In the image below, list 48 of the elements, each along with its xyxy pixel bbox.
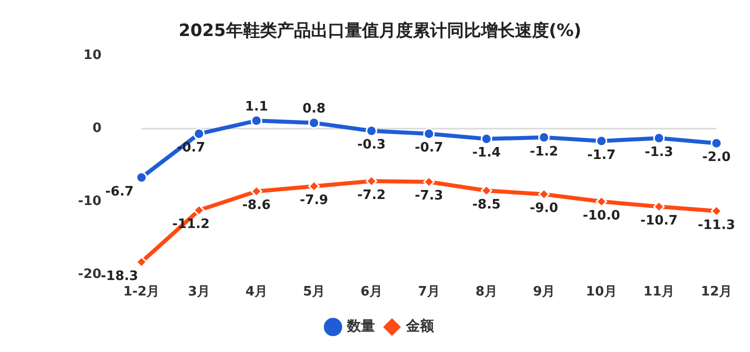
y-tick-label: 0	[92, 121, 102, 136]
data-label: 1.1	[244, 100, 268, 115]
x-tick-label: 3月	[188, 284, 210, 300]
legend-label: 金额	[405, 318, 435, 335]
data-label: -0.7	[414, 140, 444, 156]
point	[193, 204, 205, 216]
data-label: -1.4	[472, 146, 501, 161]
x-tick-label: 5月	[302, 284, 325, 300]
x-tick-label: 1-2月	[123, 284, 160, 300]
data-label: -7.9	[300, 193, 328, 208]
data-label: -11.3	[698, 218, 736, 233]
x-tick-label: 11月	[643, 284, 675, 300]
chart-title: 2025年鞋类产品出口量值月度累计同比增长速度(%)	[178, 21, 582, 42]
y-tick-label: -10	[78, 194, 102, 209]
data-label: -1.7	[587, 148, 616, 163]
point	[480, 133, 492, 145]
point	[653, 132, 665, 144]
x-tick-label: 8月	[475, 284, 498, 300]
data-label: -2.0	[702, 150, 731, 166]
data-label: -1.2	[530, 144, 558, 160]
point	[250, 114, 262, 126]
point	[596, 135, 608, 147]
legend-label: 数量	[346, 318, 375, 335]
data-label: 0.8	[302, 102, 326, 117]
data-label: -8.6	[242, 198, 271, 214]
x-tick-label: 7月	[418, 284, 440, 300]
y-tick-label: -20	[78, 266, 102, 282]
x-tick-label: 9月	[532, 284, 555, 300]
point	[136, 172, 148, 184]
data-label: -6.7	[105, 184, 134, 200]
data-label: -7.3	[414, 188, 444, 204]
x-tick-label: 6月	[360, 284, 382, 300]
y-tick-label: 10	[83, 48, 102, 64]
data-label: -0.3	[357, 138, 386, 153]
point	[538, 132, 550, 144]
point	[193, 128, 205, 140]
x-tick-label: 4月	[245, 284, 268, 300]
data-label: -7.2	[357, 188, 386, 204]
data-label: -18.3	[100, 268, 138, 284]
x-tick-label: 10月	[586, 284, 618, 300]
x-tick-label: 12月	[700, 284, 732, 300]
data-label: -10.0	[582, 208, 620, 224]
point	[366, 125, 378, 137]
point	[308, 117, 320, 129]
data-label: -8.5	[472, 197, 501, 212]
data-label: -1.3	[644, 145, 674, 160]
data-label: -9.0	[530, 201, 558, 216]
data-label: -10.7	[640, 214, 678, 229]
